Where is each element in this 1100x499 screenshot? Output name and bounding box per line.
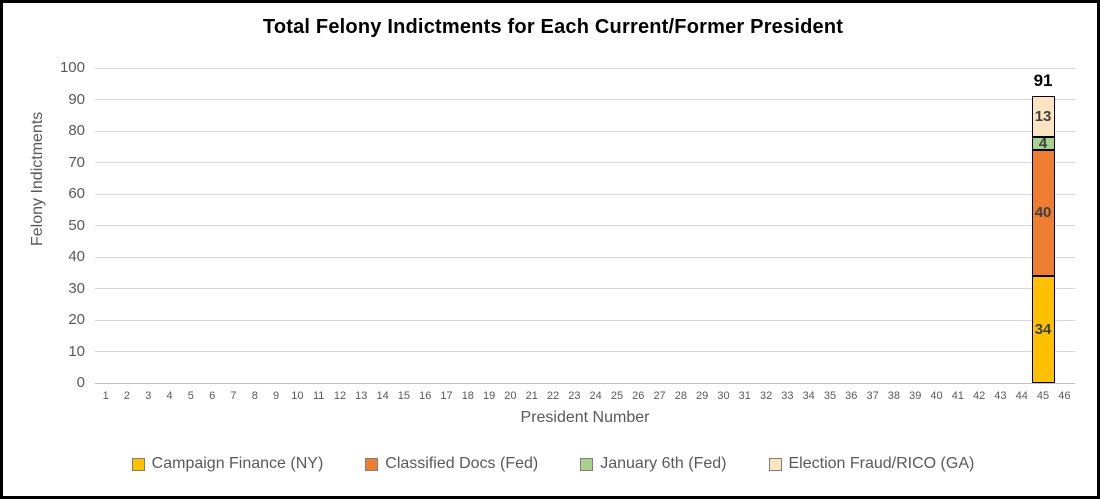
x-tick-label: 32 — [759, 390, 773, 402]
x-tick-label: 28 — [674, 390, 687, 402]
gridline — [95, 193, 1075, 195]
y-tick-label: 80 — [68, 122, 85, 139]
x-axis-line — [95, 382, 1075, 384]
x-tick-label: 42 — [973, 390, 986, 402]
x-tick-label: 23 — [568, 390, 581, 402]
x-tick-label: 31 — [738, 390, 751, 402]
x-tick-label: 6 — [209, 390, 216, 402]
x-tick-label: 9 — [273, 390, 280, 402]
y-tick-label: 40 — [68, 248, 85, 265]
bar-segment: 34 — [1031, 275, 1055, 383]
legend-label: Classified Docs (Fed) — [385, 455, 539, 472]
x-tick-label: 17 — [440, 390, 453, 402]
x-tick-label: 19 — [483, 390, 496, 402]
gridline — [95, 351, 1075, 352]
legend-label: January 6th (Fed) — [600, 455, 727, 472]
y-tick-label: 90 — [68, 90, 85, 108]
y-tick-label: 30 — [68, 279, 85, 297]
x-tick-label: 4 — [166, 390, 173, 402]
x-tick-label: 46 — [1058, 390, 1071, 402]
x-tick-label: 2 — [123, 390, 131, 402]
x-tick-label: 1 — [102, 390, 109, 402]
x-tick-label: 21 — [525, 390, 538, 402]
x-tick-label: 43 — [994, 390, 1007, 402]
gridline — [95, 288, 1075, 289]
legend-swatch — [580, 457, 594, 471]
legend: Campaign Finance (NY) Classified Docs (Fe… — [3, 455, 1097, 473]
x-tick-label: 15 — [397, 390, 411, 402]
x-tick-label: 14 — [376, 390, 389, 402]
y-tick-label: 0 — [76, 374, 85, 391]
legend-swatch — [768, 457, 782, 471]
x-tick-label: 12 — [333, 390, 347, 402]
y-tick-label: 100 — [59, 59, 85, 76]
bar-segment: 13 — [1031, 96, 1055, 138]
bar-segment-value: 34 — [1034, 320, 1052, 338]
x-tick-label: 29 — [696, 390, 709, 402]
x-tick-label: 33 — [781, 390, 794, 402]
gridline — [95, 225, 1075, 226]
x-tick-label: 18 — [461, 390, 474, 402]
x-tick-label: 26 — [632, 390, 645, 402]
bar-segment-value: 13 — [1034, 108, 1052, 126]
x-tick-label: 45 — [1036, 390, 1050, 402]
x-tick-label: 39 — [909, 390, 922, 402]
bar-segment: 40 — [1031, 149, 1055, 276]
x-axis-title: President Number — [520, 409, 650, 426]
gridline — [95, 99, 1075, 100]
x-tick-label: 5 — [187, 390, 194, 402]
x-tick-label: 24 — [589, 390, 602, 402]
y-tick-label: 50 — [68, 216, 85, 234]
y-tick-label: 60 — [68, 185, 85, 202]
bar-segment-value: 4 — [1038, 135, 1048, 153]
x-tick-label: 16 — [419, 390, 432, 402]
legend-swatch — [365, 457, 379, 471]
x-tick-label: 30 — [717, 390, 730, 402]
x-tick-label: 25 — [610, 390, 624, 402]
bar-segment: 4 — [1031, 135, 1055, 153]
x-tick-label: 36 — [845, 390, 858, 402]
x-tick-label: 10 — [291, 390, 304, 402]
legend-item: Classified Docs (Fed) — [365, 455, 538, 473]
legend-item: January 6th (Fed) — [580, 455, 727, 473]
gridline — [95, 67, 1075, 69]
x-tick-label: 8 — [251, 390, 258, 402]
gridline — [95, 130, 1075, 132]
bar-total-value: 91 — [1033, 71, 1053, 91]
y-tick-label: 70 — [68, 153, 85, 171]
x-tick-label: 40 — [930, 390, 943, 402]
legend-item: Campaign Finance (NY) — [131, 455, 324, 473]
legend-swatch — [131, 457, 145, 471]
y-tick-label: 10 — [68, 342, 85, 360]
legend-label: Election Fraud/RICO (GA) — [788, 455, 975, 472]
x-tick-label: 34 — [802, 390, 815, 402]
gridline — [95, 319, 1075, 321]
x-tick-label: 35 — [823, 390, 837, 402]
plot-area: Felony Indictments 0 10 20 30 40 50 60 70 80 90 10… — [29, 59, 1075, 402]
legend-label: Campaign Finance (NY) — [151, 455, 324, 472]
x-tick-label: 20 — [504, 390, 517, 402]
x-tick-label: 3 — [145, 390, 152, 402]
gridline — [95, 162, 1075, 163]
x-tick-label: 11 — [312, 390, 325, 402]
y-tick-label: 20 — [68, 311, 85, 328]
legend-item: Election Fraud/RICO (GA) — [768, 455, 975, 473]
x-tick-label: 38 — [887, 390, 901, 402]
gridline — [95, 256, 1075, 258]
bar-segment-value: 40 — [1034, 204, 1052, 222]
x-tick-label: 44 — [1015, 390, 1028, 402]
x-tick-label: 41 — [951, 390, 964, 402]
x-tick-label: 37 — [866, 390, 879, 402]
x-tick-label: 13 — [355, 390, 368, 402]
chart-title: Total Felony Indictments for Each Curren… — [262, 16, 844, 38]
x-tick-label: 7 — [230, 390, 237, 402]
x-tick-label: 22 — [546, 390, 560, 402]
x-tick-label: 27 — [653, 390, 666, 402]
